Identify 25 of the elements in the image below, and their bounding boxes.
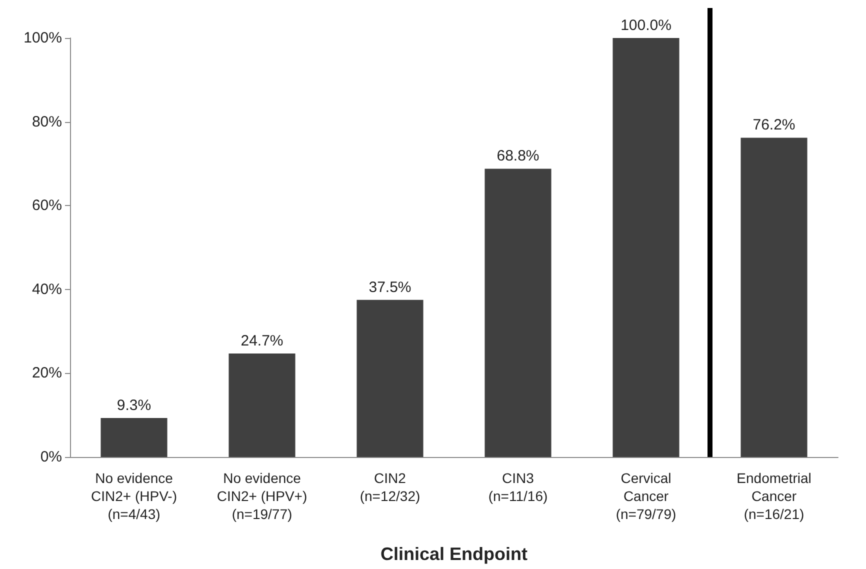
y-tick-label: 40% bbox=[32, 280, 62, 298]
bar bbox=[484, 168, 552, 457]
y-tick-label: 0% bbox=[40, 448, 62, 466]
bar bbox=[228, 354, 296, 457]
bar bbox=[740, 138, 808, 457]
y-tick-label: 20% bbox=[32, 364, 62, 382]
x-tick-label: CIN3 (n=11/16) bbox=[488, 470, 548, 504]
x-axis-title: Clinical Endpoint bbox=[380, 544, 528, 564]
data-label: 37.5% bbox=[368, 278, 412, 296]
bar bbox=[356, 300, 424, 457]
x-tick-label: No evidence CIN2+ (HPV-) (n=4/43) bbox=[91, 470, 177, 522]
x-tick-label: No evidence CIN2+ (HPV+) (n=19/77) bbox=[216, 470, 308, 522]
data-label: 76.2% bbox=[752, 116, 796, 134]
bar bbox=[100, 418, 168, 457]
x-tick-label: Cervical Cancer (n=79/79) bbox=[616, 470, 676, 522]
data-label: 9.3% bbox=[116, 397, 152, 414]
y-tick-label: 80% bbox=[32, 113, 62, 130]
data-label: 24.7% bbox=[240, 332, 284, 350]
data-label: 100.0% bbox=[620, 17, 672, 34]
bar bbox=[612, 38, 680, 457]
y-tick-label: 100% bbox=[24, 30, 62, 46]
x-tick-label: Endometrial Cancer (n=16/21) bbox=[736, 470, 812, 522]
x-tick-label: CIN2 (n=12/32) bbox=[360, 470, 420, 504]
data-label: 68.8% bbox=[496, 148, 540, 165]
y-tick-label: 60% bbox=[32, 197, 62, 214]
